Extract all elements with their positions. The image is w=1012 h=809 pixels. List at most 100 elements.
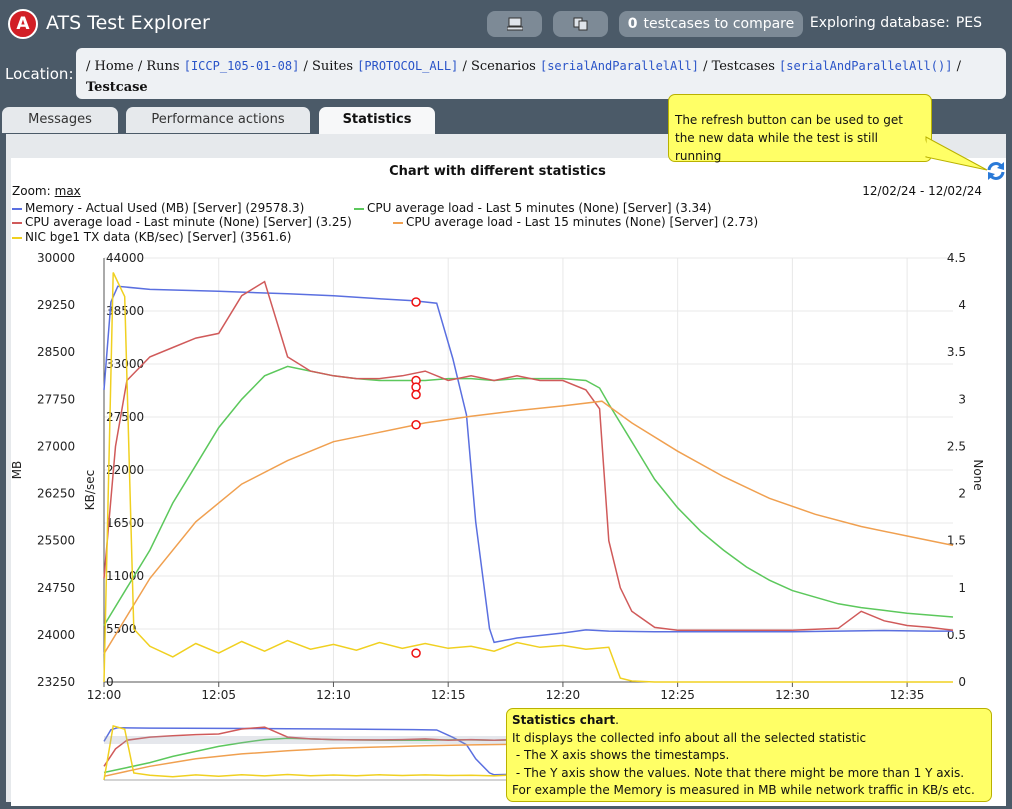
y-axis-none-tick-label: 3 xyxy=(958,392,966,406)
y-axis-mb-tick-label: 29250 xyxy=(37,298,75,312)
legend-swatch xyxy=(12,207,22,210)
crumb-runs-link[interactable]: [ICCP_105-01-08] xyxy=(183,59,300,73)
legend-label: CPU average load - Last minute (None) [S… xyxy=(25,215,352,229)
y-axis-none-tick-label: 0 xyxy=(958,675,966,689)
y-axis-kbsec-tick-label: 27500 xyxy=(106,410,144,424)
crumb-scenarios-link[interactable]: [serialAndParallelAll] xyxy=(539,59,699,73)
x-tick-label: 12:05 xyxy=(201,688,236,702)
database-name: PES xyxy=(955,15,982,31)
top-bar: A ATS Test Explorer 0 testcases to compar… xyxy=(0,0,1012,46)
x-tick-label: 12:30 xyxy=(775,688,810,702)
tab-bar: Messages Performance actions Statistics xyxy=(0,107,1012,134)
x-tick-label: 12:35 xyxy=(890,688,925,702)
legend-label: Memory - Actual Used (MB) [Server] (2957… xyxy=(25,201,305,215)
crumb-scenarios[interactable]: Scenarios xyxy=(470,59,536,74)
legend-swatch xyxy=(12,236,22,239)
y-axis-kbsec-tick-label: 5500 xyxy=(106,622,137,636)
legend-swatch xyxy=(12,221,22,224)
database-label: Exploring database: xyxy=(809,15,950,31)
series-line-memory xyxy=(103,285,953,644)
legend-item-cpu-15min[interactable]: CPU average load - Last 15 minutes (None… xyxy=(393,215,758,229)
crumb-testcases[interactable]: Testcases xyxy=(711,59,775,74)
crumb-home[interactable]: Home xyxy=(94,59,134,74)
y-axis-none-tick-label: 2.5 xyxy=(947,439,966,453)
x-tick-label: 12:00 xyxy=(87,688,122,702)
y-axis-mb-tick-label: 25500 xyxy=(37,534,75,548)
legend-item-nic[interactable]: NIC bge1 TX data (KB/sec) [Server] (3561… xyxy=(12,230,291,244)
y-axis-mb-tick-label: 30000 xyxy=(37,251,75,265)
y-axis-none-label: None xyxy=(971,459,985,490)
y-axis-none-tick-label: 1.5 xyxy=(947,534,966,548)
statistics-tooltip-line: - The Y axis show the values. Note that … xyxy=(512,765,965,780)
y-axis-kbsec-tick-label: 44000 xyxy=(106,251,144,265)
zoom-label: Zoom: xyxy=(12,184,51,198)
x-tick-label: 12:20 xyxy=(546,688,581,702)
series-line-nic xyxy=(103,272,953,683)
legend-item-cpu-1min[interactable]: CPU average load - Last minute (None) [S… xyxy=(12,215,352,229)
series-line-cpu15 xyxy=(103,400,954,655)
legend-item-memory[interactable]: Memory - Actual Used (MB) [Server] (2957… xyxy=(12,201,304,215)
y-axis-none-tick-label: 4.5 xyxy=(947,251,966,265)
location-label: Location: xyxy=(5,65,74,83)
crumb-testcases-link[interactable]: [serialAndParallelAll()] xyxy=(779,59,953,73)
compare-label: testcases to compare xyxy=(643,16,795,32)
statistics-tooltip-line: For example the Memory is measured in MB… xyxy=(512,783,975,797)
y-axis-kbsec-tick-label: 16500 xyxy=(106,516,144,530)
y-axis-mb-tick-label: 27000 xyxy=(37,439,75,453)
crumb-suites[interactable]: Suites xyxy=(311,59,353,74)
breadcrumb: / Home / Runs [ICCP_105-01-08] / Suites … xyxy=(76,48,1006,99)
chart-area xyxy=(11,158,1006,806)
x-tick-label: 12:10 xyxy=(316,688,351,702)
tab-messages[interactable]: Messages xyxy=(2,107,118,133)
y-axis-mb-tick-label: 24750 xyxy=(37,581,75,595)
location-bar: Location: / Home / Runs [ICCP_105-01-08]… xyxy=(0,46,1012,102)
statistics-tooltip: Statistics chart. It displays the collec… xyxy=(506,708,992,802)
legend-swatch xyxy=(393,221,403,224)
computer-button[interactable] xyxy=(487,11,542,37)
series-line-cpu1 xyxy=(103,280,954,631)
x-tick-label: 12:15 xyxy=(431,688,466,702)
zoom-max-link[interactable]: max xyxy=(54,184,81,198)
compare-count: 0 xyxy=(627,16,638,32)
crumb-suites-link[interactable]: [PROTOCOL_ALL] xyxy=(357,59,459,73)
app-title: ATS Test Explorer xyxy=(46,12,210,34)
zoom-control: Zoom: max xyxy=(12,184,81,198)
legend-label: CPU average load - Last 15 minutes (None… xyxy=(406,215,759,229)
copy-icon xyxy=(573,17,587,31)
tooltip-pointer xyxy=(925,136,988,171)
y-axis-mb-tick-label: 27750 xyxy=(37,392,75,406)
statistics-tooltip-title: Statistics chart xyxy=(512,713,616,727)
database-info: Exploring database: PES xyxy=(810,15,988,31)
hover-marker xyxy=(411,648,421,658)
legend-item-cpu-5min[interactable]: CPU average load - Last 5 minutes (None)… xyxy=(354,201,712,215)
y-axis-mb-tick-label: 23250 xyxy=(37,675,75,689)
y-axis-none-tick-label: 2 xyxy=(958,487,966,501)
hover-marker xyxy=(411,420,421,430)
refresh-icon[interactable] xyxy=(985,160,1007,182)
tab-statistics[interactable]: Statistics xyxy=(319,107,435,134)
crumb-runs[interactable]: Runs xyxy=(146,59,180,74)
y-axis-kbsec-tick-label: 22000 xyxy=(106,463,144,477)
hover-marker xyxy=(411,297,421,307)
hover-marker xyxy=(411,389,421,400)
compare-button[interactable]: 0 testcases to compare xyxy=(619,11,803,37)
y-axis-none-tick-label: 1 xyxy=(958,581,966,595)
copy-button[interactable] xyxy=(553,11,608,37)
overview-selection xyxy=(104,736,514,744)
y-axis-kbsec-label: KB/sec xyxy=(83,470,97,510)
series-line-cpu5 xyxy=(103,365,954,626)
statistics-tooltip-line: - The X axis shows the timestamps. xyxy=(512,748,730,762)
y-axis-kbsec-tick-label: 11000 xyxy=(106,569,144,583)
legend-label: CPU average load - Last 5 minutes (None)… xyxy=(367,201,712,215)
app-logo-icon: A xyxy=(8,9,38,39)
refresh-tooltip-text: The refresh button can be used to get th… xyxy=(675,113,903,163)
y-axis-mb-tick-label: 28500 xyxy=(37,345,75,359)
y-axis-mb-tick-label: 26250 xyxy=(37,487,75,501)
y-axis-none-tick-label: 3.5 xyxy=(947,345,966,359)
y-axis-mb-label: MB xyxy=(10,461,24,480)
legend-swatch xyxy=(354,207,364,210)
x-tick-label: 12:25 xyxy=(660,688,695,702)
y-axis-kbsec-tick-label: 33000 xyxy=(106,357,144,371)
tab-performance-actions[interactable]: Performance actions xyxy=(126,107,310,133)
